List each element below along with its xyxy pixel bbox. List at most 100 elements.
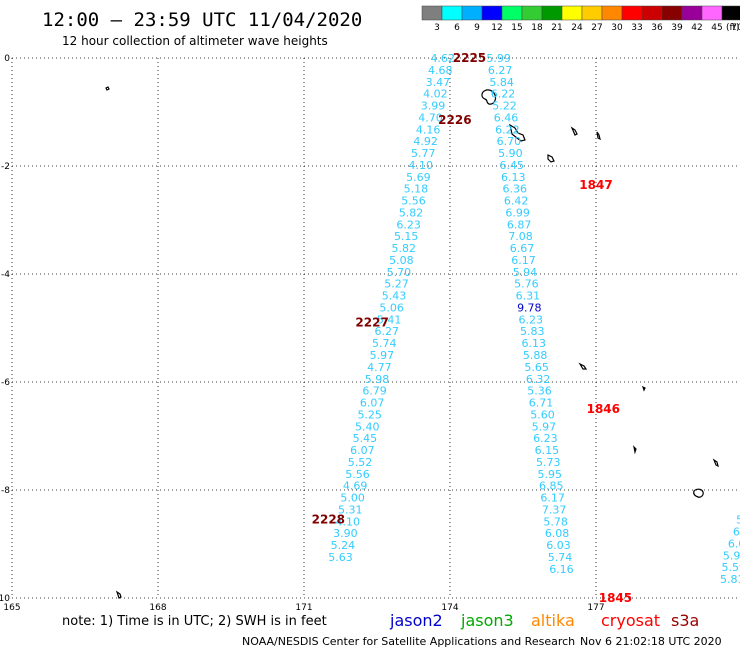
swh-value-label: 5.84 bbox=[489, 76, 514, 89]
colorbar-swatch bbox=[421, 5, 443, 21]
legend-s3a: s3a bbox=[671, 611, 699, 630]
swh-value-label: 5.74 bbox=[372, 337, 397, 350]
swh-value-label: 5.94 bbox=[513, 266, 538, 279]
colorbar-tick-label: 36 bbox=[651, 23, 663, 33]
x-tick-label: 165 bbox=[3, 603, 20, 613]
x-tick-label: 171 bbox=[295, 603, 312, 613]
swh-value-label: 5.27 bbox=[384, 278, 409, 291]
colorbar-swatch bbox=[561, 5, 583, 21]
swh-value-label: 5 bbox=[736, 514, 740, 527]
island-outline bbox=[578, 362, 588, 370]
y-tick-label: -10 bbox=[0, 594, 10, 604]
swh-value-label: 6.23 bbox=[519, 313, 544, 326]
swh-value-label: 3.99 bbox=[421, 100, 446, 113]
swh-value-label: 5.70 bbox=[387, 266, 412, 279]
colorbar-swatch bbox=[681, 5, 703, 21]
colorbar-tick-label: 18 bbox=[531, 23, 543, 33]
swh-value-label: 5.60 bbox=[530, 408, 555, 421]
credit-text: NOAA/NESDIS Center for Satellite Applica… bbox=[242, 635, 575, 648]
swh-value-label: 6.17 bbox=[511, 254, 536, 267]
gridlines bbox=[11, 57, 740, 599]
x-tick-label: 168 bbox=[149, 603, 166, 613]
swh-value-label: 5.25 bbox=[357, 408, 382, 421]
colorbar-swatch bbox=[661, 5, 683, 21]
swh-value-label: 5.78 bbox=[543, 515, 568, 528]
island-outline bbox=[115, 590, 122, 599]
swh-value-label: 5.82 bbox=[392, 242, 417, 255]
swh-value-label: 4.16 bbox=[416, 123, 441, 136]
swh-value-label: 4.69 bbox=[343, 480, 368, 493]
colorbar-tick-label: 39 bbox=[671, 23, 683, 33]
colorbar-swatch bbox=[641, 5, 663, 21]
colorbar-tick-label: 12 bbox=[491, 23, 502, 33]
y-tick-label: 0 bbox=[4, 54, 10, 64]
island-outline bbox=[547, 154, 555, 163]
island-outline bbox=[105, 86, 110, 91]
generated-timestamp: Nov 6 21:02:18 UTC 2020 bbox=[580, 635, 722, 648]
swh-value-label: 5.36 bbox=[527, 385, 552, 398]
swh-value-label: 6.13 bbox=[521, 337, 546, 350]
swh-value-label: 6.23 bbox=[533, 432, 558, 445]
swh-value-label: 6.79 bbox=[362, 385, 387, 398]
swh-value-label: 5.73 bbox=[536, 456, 561, 469]
swh-value-label: 5.45 bbox=[353, 432, 378, 445]
satellite-tracks: 4.624.683.474.023.994.704.164.925.774.10… bbox=[312, 51, 740, 605]
swh-value-label: 6.36 bbox=[502, 183, 527, 196]
swh-value-label: 6.22 bbox=[491, 88, 516, 101]
colorbar-swatch bbox=[521, 5, 543, 21]
swh-value-label: 5.98 bbox=[365, 373, 390, 386]
swh-value-label: 5.15 bbox=[394, 230, 419, 243]
swh-value-label: 5.52 bbox=[348, 456, 373, 469]
island-outline bbox=[712, 458, 719, 468]
colorbar-tick-label: 21 bbox=[551, 23, 562, 33]
swh-value-label: 5.83 bbox=[520, 325, 545, 338]
swh-value-label: 6.32 bbox=[526, 373, 551, 386]
colorbar-tick-label: 3 bbox=[434, 23, 440, 33]
swh-value-label: 5.77 bbox=[411, 147, 436, 160]
x-tick-label: 177 bbox=[587, 603, 604, 613]
swh-value-label: 5.18 bbox=[404, 183, 429, 196]
swh-value-label: 6.0 bbox=[728, 537, 740, 550]
swh-value-label: 5.81 bbox=[720, 573, 740, 586]
swh-value-label: 6.16 bbox=[549, 563, 574, 576]
x-tick-label: 174 bbox=[441, 603, 458, 613]
swh-value-label: 5.59 bbox=[721, 561, 740, 574]
swh-value-label: 6.22 bbox=[495, 123, 520, 136]
colorbar-swatch bbox=[621, 5, 643, 21]
swh-value-label: 6.17 bbox=[540, 492, 565, 505]
swh-value-label: 6.71 bbox=[529, 397, 554, 410]
swh-value-label: 5.41 bbox=[377, 313, 402, 326]
swh-value-label: 5.40 bbox=[355, 420, 380, 433]
swh-value-label: 6.67 bbox=[510, 242, 535, 255]
swh-value-label: 6.03 bbox=[546, 539, 571, 552]
swh-value-label: 5.90 bbox=[723, 549, 740, 562]
swh-value-label: 6.46 bbox=[494, 111, 519, 124]
swh-value-label: 6.85 bbox=[539, 480, 564, 493]
units-note: note: 1) Time is in UTC; 2) SWH is in fe… bbox=[62, 614, 327, 629]
y-tick-label: -8 bbox=[1, 486, 10, 496]
colorbar-tick-label: 6 bbox=[454, 23, 460, 33]
colorbar-tick-label: 27 bbox=[591, 23, 602, 33]
plot-area: 0 -2 -4 -6 -8 -10 165 168 171 174 177 4.624.683.4… bbox=[0, 51, 740, 613]
swh-value-label: 5.88 bbox=[523, 349, 548, 362]
swh-value-label: 6.07 bbox=[360, 397, 385, 410]
swh-value-label: 6.42 bbox=[504, 195, 529, 208]
swh-value-label: 4.68 bbox=[428, 64, 453, 77]
colorbar-swatch bbox=[721, 5, 740, 21]
swh-value-label: 6.27 bbox=[488, 64, 513, 77]
swh-value-label: 5.43 bbox=[382, 290, 407, 303]
y-tick-label: -6 bbox=[1, 378, 10, 388]
swh-value-label: 6.13 bbox=[501, 171, 526, 184]
swh-value-label: 5.99 bbox=[486, 52, 511, 65]
pass-time-label: 1845 bbox=[599, 591, 632, 605]
swh-value-label: 5.08 bbox=[389, 254, 414, 267]
chart-subtitle: 12 hour collection of altimeter wave hei… bbox=[62, 34, 328, 48]
swh-value-label: 6.87 bbox=[507, 218, 532, 231]
swh-value-label: 6.45 bbox=[500, 159, 525, 172]
swh-value-label: 4.62 bbox=[430, 52, 455, 65]
swh-value-label: 5.97 bbox=[370, 349, 395, 362]
legend-cryosat: cryosat bbox=[601, 611, 660, 630]
colorbar-unit-label: (ft) bbox=[726, 23, 740, 33]
colorbar-tick-label: 24 bbox=[571, 23, 583, 33]
